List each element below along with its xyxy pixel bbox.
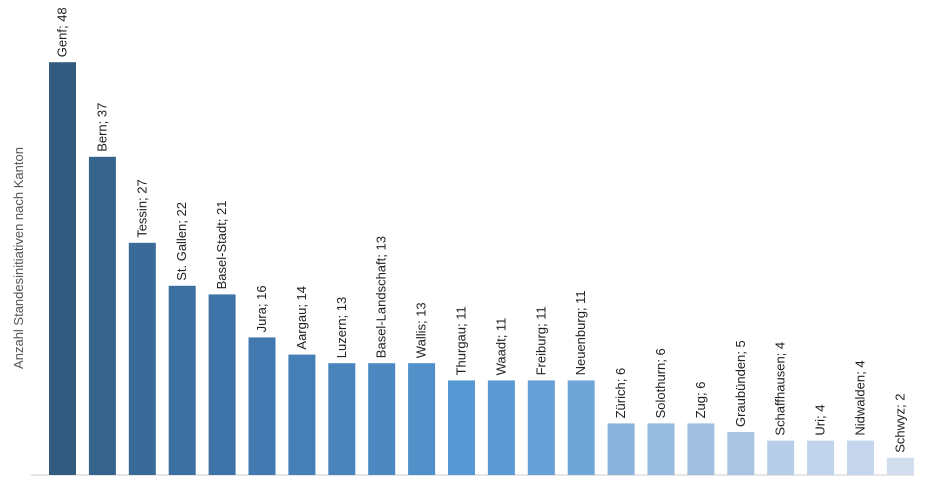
data-label: Thurgau; 11 [454, 306, 469, 375]
bar-schwyz [886, 457, 914, 475]
data-label: Bern; 37 [94, 103, 109, 152]
data-label: Jura; 16 [254, 285, 269, 332]
bar-basel-landschaft [368, 363, 396, 475]
bars-group [49, 62, 914, 476]
bar-genf [49, 62, 76, 475]
data-label: Freiburg; 11 [533, 306, 548, 375]
data-label: Solothurn; 6 [653, 348, 668, 418]
data-label: Neuenburg; 11 [573, 290, 588, 375]
bar-zug [687, 423, 715, 475]
bar-freiburg [527, 380, 555, 475]
bar-basel-stadt [208, 294, 236, 475]
bar-nidwalden [847, 440, 874, 475]
data-label: Basel-Stadt; 21 [214, 201, 229, 290]
bar-waadt [487, 380, 515, 475]
bar-thurgau [448, 380, 475, 475]
bar-luzern [328, 363, 356, 475]
data-label: Wallis; 13 [414, 302, 429, 358]
data-label: Zug; 6 [693, 382, 708, 419]
bar-zürich [607, 423, 635, 475]
bar-wallis [408, 363, 436, 475]
bar-schaffhausen [767, 440, 795, 475]
data-label: St. Gallen; 22 [174, 202, 189, 281]
data-labels-group: Genf; 48 Bern; 37 Tessin; 27 St. Gallen; 22… [55, 7, 908, 452]
data-label: Luzern; 13 [334, 297, 349, 358]
bar-st-gallen [168, 285, 196, 475]
bar-tessin [128, 242, 156, 475]
data-label: Zürich; 6 [613, 368, 628, 419]
data-label: Basel-Landschaft; 13 [374, 236, 389, 358]
data-label: Waadt; 11 [493, 318, 508, 376]
data-label: Graubünden; 5 [733, 340, 748, 427]
data-label: Nidwalden; 4 [853, 360, 868, 435]
data-label: Aargau; 14 [294, 286, 309, 350]
bar-bern [88, 156, 116, 476]
bar-jura [248, 337, 276, 475]
y-axis-label: Anzahl Standesinitiativen nach Kanton [11, 147, 26, 369]
bar-solothurn [647, 423, 675, 475]
data-label: Schwyz; 2 [892, 394, 907, 453]
data-label: Genf; 48 [55, 7, 70, 57]
bar-graubünden [727, 432, 755, 475]
data-label: Schaffhausen; 4 [773, 342, 788, 436]
bar-uri [807, 440, 835, 475]
bar-aargau [288, 354, 316, 475]
bar-neuenburg [567, 380, 595, 475]
data-label: Tessin; 27 [134, 179, 149, 238]
data-label: Uri; 4 [813, 405, 828, 436]
